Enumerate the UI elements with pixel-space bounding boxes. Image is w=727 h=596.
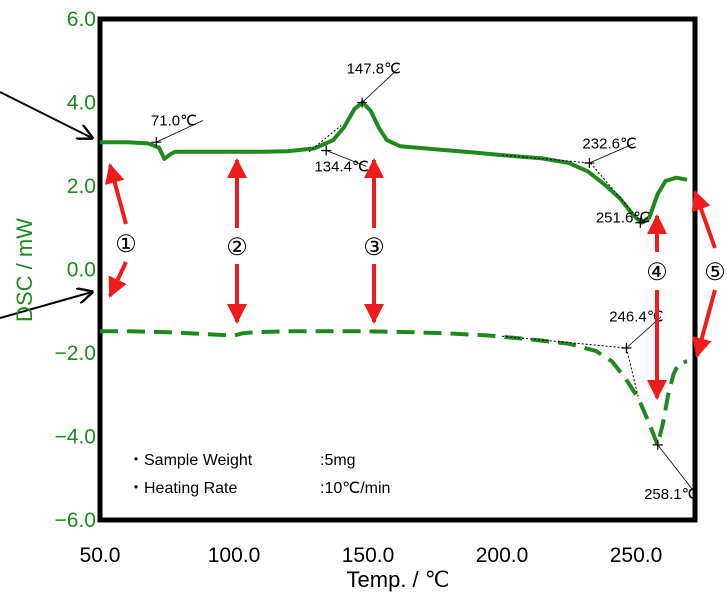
x-tick-label: 200.0 <box>476 544 529 567</box>
region-arrows <box>105 158 717 400</box>
annotation-marker <box>652 439 663 450</box>
y-tick-label: 2.0 <box>67 175 96 198</box>
region-1-arrow-up <box>105 163 128 225</box>
onset-guide-258 <box>625 347 640 400</box>
x-tick-label: 250.0 <box>610 544 663 567</box>
series-layer <box>100 100 688 447</box>
annotation-label: 71.0℃ <box>151 112 197 129</box>
annotation-layer: 71.0℃ 147.8℃ 134.4℃ 232.6℃ 251.6℃ 246.4℃ 258.1… <box>151 60 699 503</box>
onset-guide-251 <box>590 162 642 224</box>
y-tick-label: 6.0 <box>67 8 96 31</box>
x-tick-label: 150.0 <box>342 544 395 567</box>
onset-guide-246 <box>501 335 627 349</box>
annotation-marker <box>584 158 595 169</box>
annotation-leader <box>657 444 697 495</box>
x-tick-labels: 50.0 100.0 150.0 200.0 250.0 <box>80 544 663 567</box>
note-sample-weight-value: :5mg <box>320 452 356 469</box>
region-4-label: ④ <box>646 259 668 286</box>
region-5-label: ⑤ <box>704 259 726 286</box>
annotation-leader <box>640 217 649 224</box>
y-tick-label: −2.0 <box>55 342 96 365</box>
annotation-leader <box>156 120 204 143</box>
y-tick-label: −4.0 <box>55 426 96 449</box>
annotation-leader <box>326 150 367 167</box>
region-5-arrow-up <box>691 190 717 249</box>
callout-arrow-upper <box>0 91 92 138</box>
note-heating-rate-label: ・Heating Rate <box>128 480 237 497</box>
annotation-marker <box>151 137 162 148</box>
annotation-leader <box>361 67 399 103</box>
annotation-label: 134.4℃ <box>314 158 368 175</box>
callout-arrow-lower <box>0 292 92 319</box>
y-tick-label: −6.0 <box>55 509 96 532</box>
y-tick-label: 0.0 <box>67 259 96 282</box>
region-1-arrow-down <box>108 261 128 298</box>
annotation-leader <box>589 143 635 164</box>
annotation-label: 251.6℃ <box>596 210 650 227</box>
annotation-marker <box>635 217 646 228</box>
x-tick-label: 50.0 <box>80 544 121 567</box>
dsc-curve-dashed <box>100 329 688 447</box>
note-sample-weight-label: ・Sample Weight <box>128 452 253 469</box>
annotation-label: 246.4℃ <box>609 309 663 326</box>
onset-guide-peak <box>308 125 342 153</box>
annotation-label: 258.1℃ <box>644 486 698 503</box>
y-tick-labels: 6.0 4.0 2.0 0.0 −2.0 −4.0 −6.0 <box>55 8 96 532</box>
note-heating-rate-value: :10℃/min <box>320 480 390 497</box>
plot-area <box>97 16 698 523</box>
y-tick-label: 4.0 <box>67 92 96 115</box>
region-5-arrow-down <box>692 289 717 358</box>
x-tick-label: 100.0 <box>208 544 261 567</box>
onset-guide-232 <box>501 154 591 164</box>
annotation-label: 232.6℃ <box>582 135 636 152</box>
dsc-curve-solid <box>100 100 688 225</box>
region-1-label: ① <box>115 231 137 258</box>
annotation-marker <box>621 342 632 353</box>
annotation-label: 147.8℃ <box>347 60 401 77</box>
annotation-marker <box>321 145 332 156</box>
x-axis-title: Temp. / ℃ <box>347 567 450 592</box>
y-axis-title: DSC / mW <box>12 218 37 322</box>
region-2-label: ② <box>226 234 248 261</box>
region-3-label: ③ <box>363 234 385 261</box>
